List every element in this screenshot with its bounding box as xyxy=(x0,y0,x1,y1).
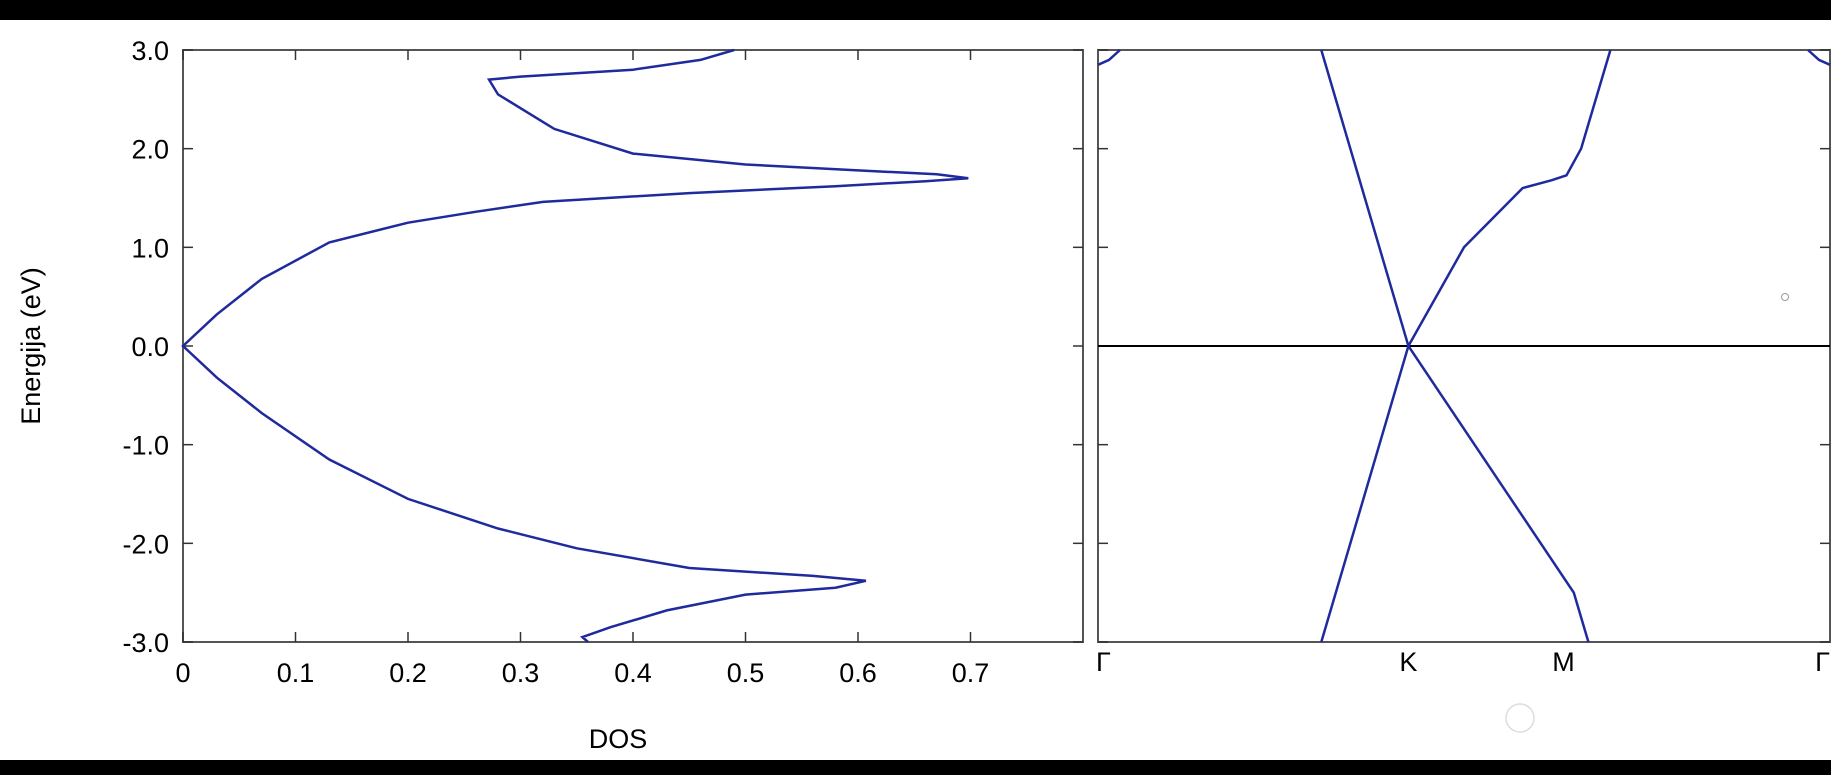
faint-marker-large xyxy=(1505,703,1535,733)
dos-chart: 3.0 2.0 1.0 0.0 -1.0 -2.0 -3.0 0 0.1 0.2 0.3 0.4 0.… xyxy=(16,36,1084,754)
band-x-tick-label: Γ xyxy=(1815,647,1830,677)
dos-x-tick-label: 0.1 xyxy=(277,658,315,688)
dos-x-tick-label: 0.6 xyxy=(839,658,877,688)
dos-y-tick-label: 1.0 xyxy=(131,233,169,263)
dos-x-tick-label: 0.4 xyxy=(614,658,652,688)
band-line-2 xyxy=(1320,49,1612,643)
dos-y-tick-label: -1.0 xyxy=(122,431,169,461)
dos-y-tick-label: 2.0 xyxy=(131,135,169,165)
dos-x-tick-label: 0.3 xyxy=(502,658,540,688)
panel-background xyxy=(0,20,1831,760)
dos-y-ticks: 3.0 2.0 1.0 0.0 -1.0 -2.0 -3.0 xyxy=(122,36,1083,658)
band-line-3 xyxy=(1097,49,1121,66)
dos-x-axis-label: DOS xyxy=(589,724,648,754)
dos-y-tick-label: 3.0 xyxy=(131,36,169,66)
dos-x-tick-label: 0.2 xyxy=(389,658,427,688)
band-line-4 xyxy=(1807,49,1831,66)
dos-y-tick-label: -3.0 xyxy=(122,628,169,658)
band-x-tick-label: Γ xyxy=(1096,647,1111,677)
dos-y-tick-label: 0.0 xyxy=(131,332,169,362)
faint-marker-small xyxy=(1781,293,1789,301)
dos-x-tick-label: 0.5 xyxy=(727,658,765,688)
dos-curve xyxy=(181,48,969,643)
band-x-tick-label: K xyxy=(1399,647,1417,677)
band-line-1 xyxy=(1320,49,1590,643)
dos-x-ticks: 0 0.1 0.2 0.3 0.4 0.5 0.6 0.7 xyxy=(175,50,989,688)
dos-y-tick-label: -2.0 xyxy=(122,529,169,559)
band-x-tick-label: M xyxy=(1552,647,1575,677)
dos-x-tick-label: 0 xyxy=(175,658,190,688)
band-curves xyxy=(1097,49,1831,643)
dos-y-axis-label: Energija (eV) xyxy=(16,267,46,425)
dos-x-tick-label: 0.7 xyxy=(952,658,990,688)
